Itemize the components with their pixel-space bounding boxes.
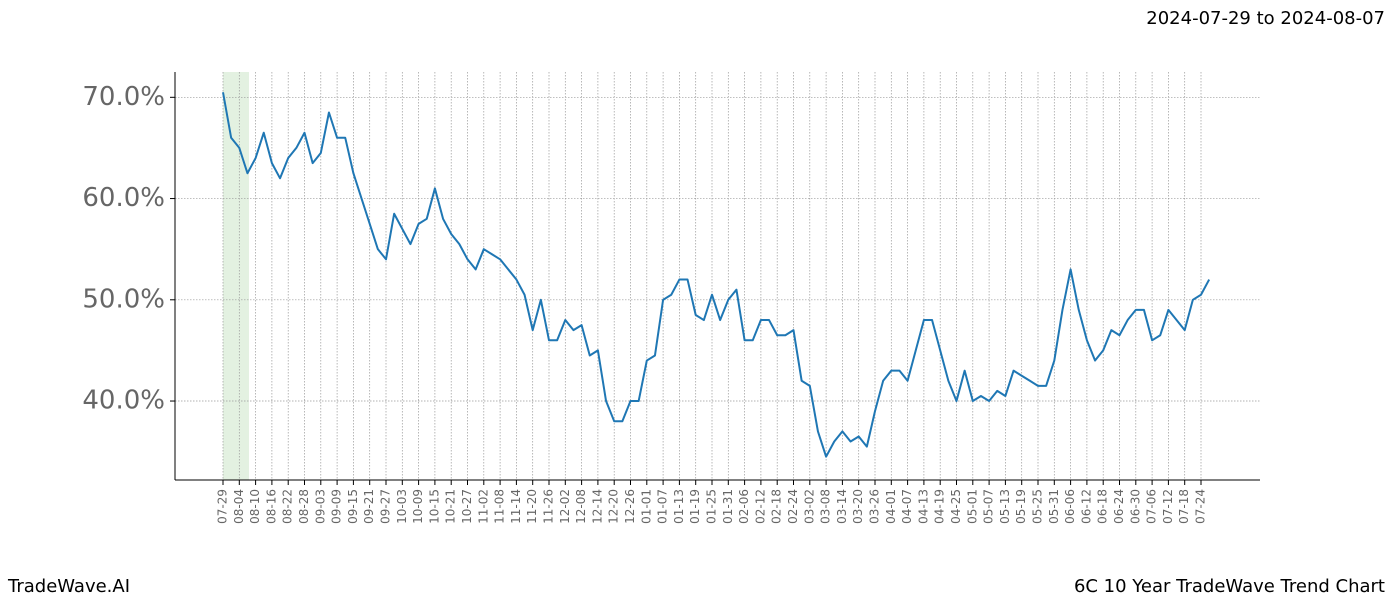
x-tick-label: 08-10 — [248, 489, 262, 524]
x-tick-label: 09-03 — [313, 489, 327, 524]
x-tick-label: 07-29 — [216, 489, 230, 524]
trend-line — [222, 92, 1211, 458]
x-tick-label: 03-14 — [835, 489, 849, 524]
x-tick-label: 08-04 — [232, 489, 246, 524]
chart-title: 6C 10 Year TradeWave Trend Chart — [1074, 576, 1385, 597]
x-tick-label: 12-14 — [590, 489, 604, 524]
x-tick-label: 10-27 — [460, 489, 474, 524]
y-tick-label: 70.0% — [82, 82, 165, 112]
x-tick-label: 11-02 — [476, 489, 490, 524]
x-tick-label: 07-06 — [1145, 489, 1159, 524]
x-tick-label: 11-08 — [493, 489, 507, 524]
x-tick-label: 04-01 — [884, 489, 898, 524]
x-tick-label: 10-15 — [427, 489, 441, 524]
x-tick-label: 07-18 — [1177, 489, 1191, 524]
x-tick-label: 06-24 — [1112, 489, 1126, 524]
x-tick-label: 05-01 — [965, 489, 979, 524]
x-tick-label: 05-31 — [1047, 489, 1061, 524]
x-tick-label: 11-20 — [525, 489, 539, 524]
x-tick-label: 09-21 — [362, 489, 376, 524]
x-tick-label: 01-13 — [672, 489, 686, 524]
x-tick-label: 08-22 — [281, 489, 295, 524]
x-tick-label: 02-18 — [770, 489, 784, 524]
x-tick-label: 05-19 — [1014, 489, 1028, 524]
x-tick-label: 04-13 — [916, 489, 930, 524]
x-tick-label: 12-20 — [607, 489, 621, 524]
y-tick-label: 60.0% — [82, 183, 165, 213]
x-tick-label: 09-15 — [346, 489, 360, 524]
x-tick-label: 04-07 — [900, 489, 914, 524]
x-tick-label: 09-09 — [330, 489, 344, 524]
x-tick-label: 06-06 — [1063, 489, 1077, 524]
brand: TradeWave.AI — [7, 576, 130, 597]
x-tick-label: 03-08 — [819, 489, 833, 524]
date-range: 2024-07-29 to 2024-08-07 — [1146, 8, 1385, 29]
x-tick-label: 10-03 — [395, 489, 409, 524]
x-tick-label: 05-25 — [1031, 489, 1045, 524]
x-tick-label: 12-26 — [623, 489, 637, 524]
x-tick-label: 11-14 — [509, 489, 523, 524]
x-tick-label: 02-12 — [753, 489, 767, 524]
x-tick-label: 02-24 — [786, 489, 800, 524]
x-tick-label: 12-08 — [574, 489, 588, 524]
x-tick-label: 03-26 — [868, 489, 882, 524]
y-tick-label: 50.0% — [82, 284, 165, 314]
x-tick-label: 05-07 — [982, 489, 996, 524]
x-tick-label: 10-09 — [411, 489, 425, 524]
x-tick-label: 01-01 — [639, 489, 653, 524]
x-tick-label: 06-30 — [1128, 489, 1142, 524]
x-tick-label: 03-02 — [802, 489, 816, 524]
x-tick-label: 08-16 — [264, 489, 278, 524]
x-tick-label: 01-25 — [705, 489, 719, 524]
y-tick-label: 40.0% — [82, 386, 165, 416]
x-tick-label: 07-12 — [1161, 489, 1175, 524]
x-tick-label: 02-06 — [737, 489, 751, 524]
x-tick-label: 01-07 — [656, 489, 670, 524]
x-tick-label: 10-21 — [444, 489, 458, 524]
highlight-band — [223, 72, 249, 480]
x-tick-label: 09-27 — [379, 489, 393, 524]
x-tick-label: 04-19 — [933, 489, 947, 524]
x-tick-label: 08-28 — [297, 489, 311, 524]
x-tick-label: 05-13 — [998, 489, 1012, 524]
x-tick-label: 06-18 — [1096, 489, 1110, 524]
x-tick-label: 01-31 — [721, 489, 735, 524]
x-tick-label: 11-26 — [542, 489, 556, 524]
x-tick-label: 06-12 — [1079, 489, 1093, 524]
x-tick-label: 01-19 — [688, 489, 702, 524]
x-tick-label: 07-24 — [1194, 489, 1208, 524]
x-tick-label: 12-02 — [558, 489, 572, 524]
x-tick-label: 04-25 — [949, 489, 963, 524]
x-tick-label: 03-20 — [851, 489, 865, 524]
